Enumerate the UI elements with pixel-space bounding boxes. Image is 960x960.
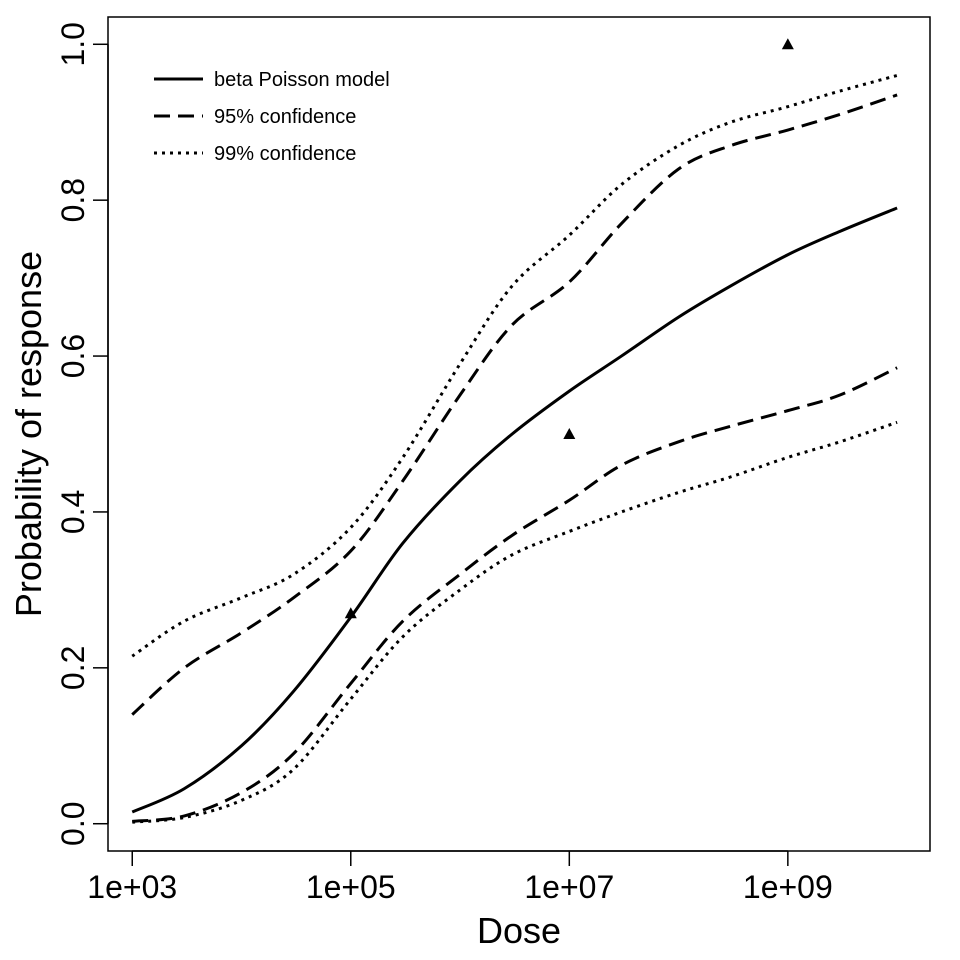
y-tick-label: 1.0: [55, 22, 91, 66]
legend-label: 99% confidence: [214, 143, 356, 165]
y-axis: 0.0 0.2 0.4 0.6 0.8 1.0: [55, 22, 109, 846]
x-axis-title: Dose: [477, 910, 561, 951]
legend: beta Poisson model 95% confidence 99% conf…: [154, 69, 390, 165]
data-point: [563, 428, 576, 439]
series-line-solid-0: [131, 206, 898, 814]
legend-label: beta Poisson model: [214, 69, 390, 91]
y-tick-label: 0.6: [55, 334, 91, 378]
y-tick-label: 0.0: [55, 801, 91, 845]
y-axis-title: Probability of response: [8, 251, 49, 617]
observed-points: [344, 38, 794, 619]
data-point: [781, 38, 794, 50]
y-tick-label: 0.8: [55, 178, 91, 222]
series-line-dashed-1: [131, 93, 898, 716]
y-tick-label: 0.4: [55, 490, 91, 534]
x-tick-label: 1e+07: [524, 869, 614, 905]
x-axis: 1e+03 1e+05 1e+07 1e+09: [87, 850, 833, 905]
series-line-dotted-3: [131, 74, 898, 658]
legend-label: 95% confidence: [214, 106, 356, 128]
x-tick-label: 1e+09: [743, 869, 833, 905]
data-point: [344, 607, 357, 619]
y-tick-label: 0.2: [55, 646, 91, 690]
series-line-dashed-2: [132, 366, 898, 823]
series-layer: [131, 74, 898, 824]
x-tick-label: 1e+05: [306, 869, 396, 905]
x-tick-label: 1e+03: [87, 869, 177, 905]
series-line-dotted-4: [132, 420, 898, 824]
